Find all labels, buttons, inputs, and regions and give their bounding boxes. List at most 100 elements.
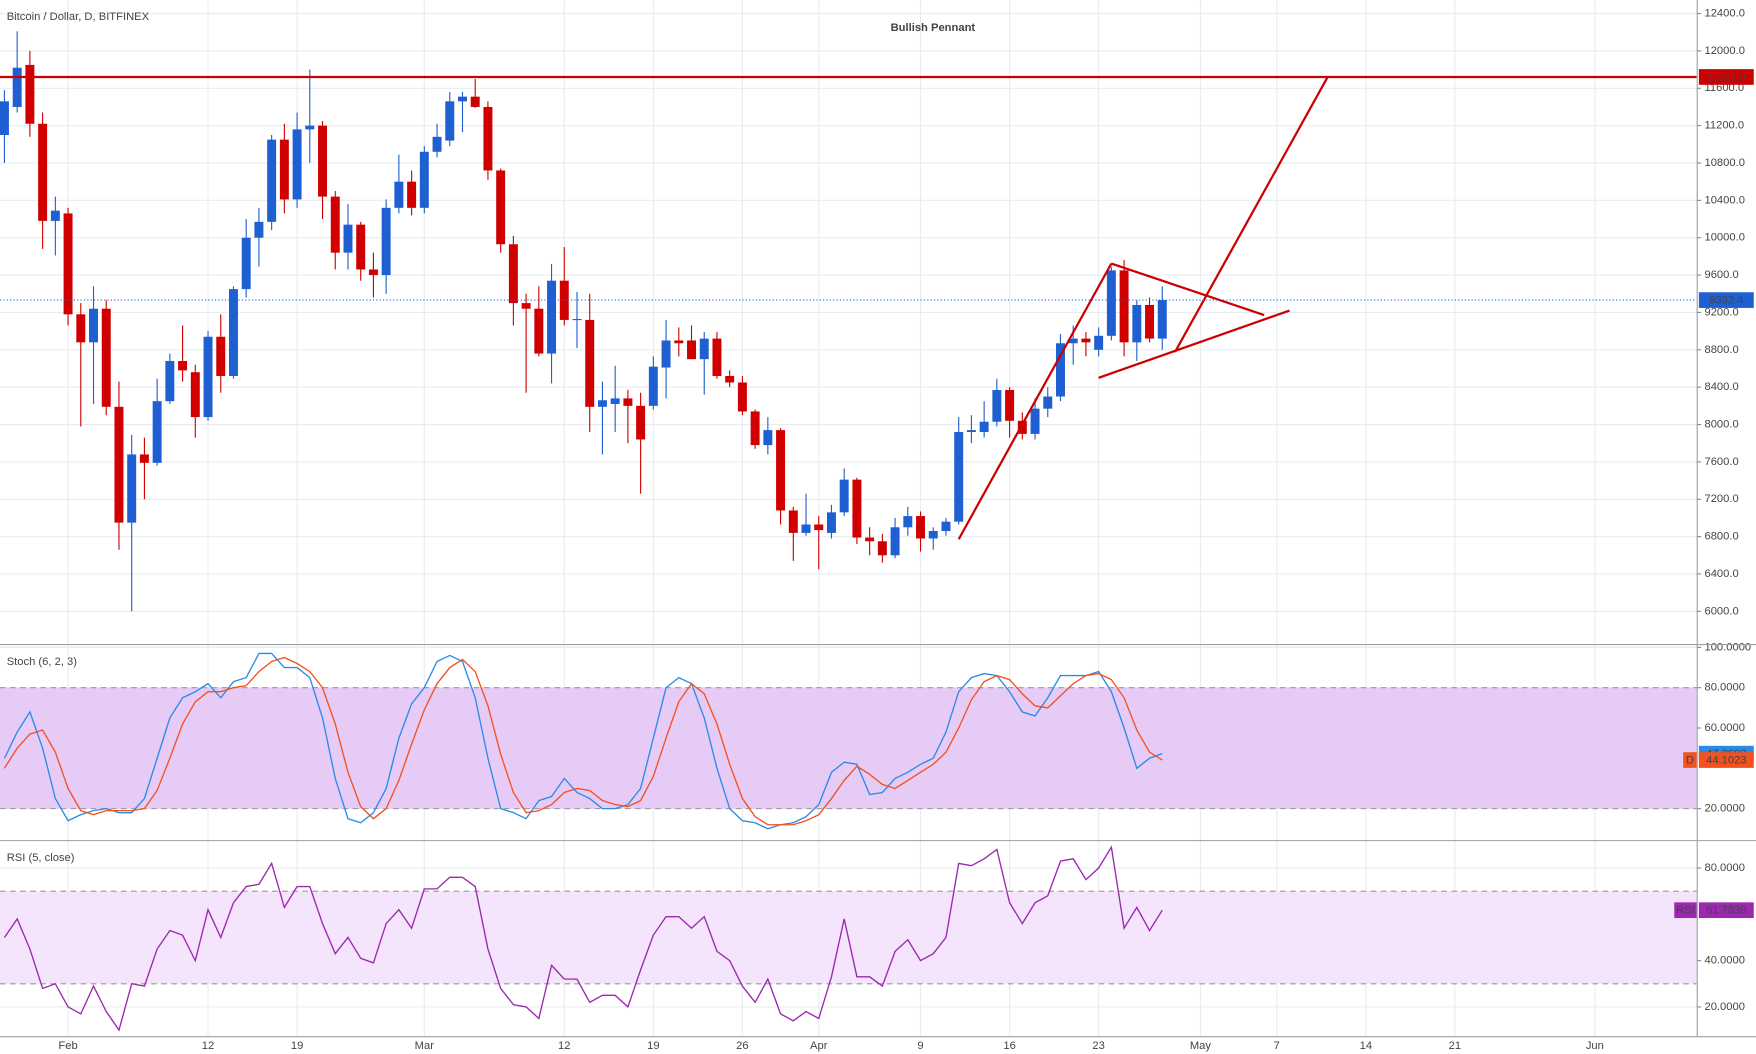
x-tick-label: Mar bbox=[415, 1040, 435, 1052]
price-tag-label: 11721.0 bbox=[1707, 71, 1747, 83]
candle-body bbox=[788, 510, 798, 533]
candle-body bbox=[152, 401, 162, 463]
candle-body bbox=[190, 372, 200, 418]
candle-body bbox=[521, 303, 531, 309]
candle-body bbox=[483, 106, 493, 171]
candle-body bbox=[241, 237, 251, 290]
x-tick-label: 26 bbox=[736, 1040, 748, 1052]
y-tick-label: 10000.0 bbox=[1704, 232, 1744, 244]
y-tick-label: 9600.0 bbox=[1704, 269, 1738, 281]
candle-body bbox=[839, 479, 849, 513]
candle-body bbox=[1094, 335, 1104, 350]
y-tick-label: 8400.0 bbox=[1704, 381, 1738, 393]
candle-body bbox=[801, 524, 811, 533]
x-tick-label: Apr bbox=[810, 1040, 828, 1052]
price-tag bbox=[1698, 752, 1754, 768]
candle-body bbox=[534, 308, 544, 354]
trend-line bbox=[1111, 262, 1265, 317]
candle-body bbox=[267, 139, 277, 222]
candle-body bbox=[1017, 420, 1027, 434]
candle-body bbox=[1056, 343, 1065, 397]
candle-body bbox=[1005, 389, 1015, 421]
y-tick-label: 6800.0 bbox=[1704, 531, 1738, 543]
candle-body bbox=[597, 400, 607, 407]
candle-body bbox=[25, 64, 35, 124]
series-line bbox=[3, 652, 1163, 830]
candle-body bbox=[699, 338, 709, 360]
candle-body bbox=[725, 375, 735, 383]
price-tag-label: 44.1023 bbox=[1706, 755, 1746, 767]
candle-body bbox=[966, 430, 976, 433]
y-tick-label: 40.0000 bbox=[1704, 955, 1744, 967]
price-tag-label: 61.7839 bbox=[1706, 905, 1746, 917]
candle-body bbox=[928, 531, 938, 539]
candle-body bbox=[254, 221, 264, 238]
candle-body bbox=[1030, 408, 1040, 434]
y-tick-label: 80.0000 bbox=[1704, 862, 1744, 874]
candle-body bbox=[585, 319, 595, 407]
series-tag bbox=[1683, 752, 1697, 768]
candle-body bbox=[381, 207, 391, 276]
candle-body bbox=[1106, 270, 1116, 336]
candle-body bbox=[661, 340, 671, 368]
y-tick-label: 11200.0 bbox=[1704, 120, 1744, 132]
candle-body bbox=[954, 432, 964, 522]
candle-body bbox=[1081, 338, 1091, 343]
x-tick-label: 7 bbox=[1274, 1040, 1280, 1052]
candle-body bbox=[38, 123, 48, 221]
price-tag bbox=[1698, 69, 1754, 85]
y-tick-label: 60.0000 bbox=[1704, 722, 1744, 734]
y-tick-label: 10400.0 bbox=[1704, 194, 1744, 206]
y-tick-label: 100.0000 bbox=[1704, 641, 1751, 653]
candle-body bbox=[0, 101, 9, 135]
x-tick-label: 23 bbox=[1092, 1040, 1104, 1052]
candle-body bbox=[877, 541, 887, 556]
series-line bbox=[3, 656, 1163, 826]
candle-body bbox=[127, 454, 137, 523]
y-tick-label: 6400.0 bbox=[1704, 568, 1738, 580]
candle-body bbox=[559, 280, 569, 320]
x-tick-label: 19 bbox=[647, 1040, 659, 1052]
candle-body bbox=[737, 382, 747, 412]
candle-body bbox=[992, 389, 1002, 422]
candle-body bbox=[648, 366, 658, 406]
series-tag-label: RSI bbox=[1676, 905, 1695, 917]
candle-body bbox=[12, 67, 22, 107]
candle-body bbox=[750, 411, 760, 446]
candle-body bbox=[496, 170, 506, 245]
candle-body bbox=[165, 361, 175, 402]
candle-body bbox=[89, 308, 98, 343]
candle-body bbox=[623, 398, 633, 406]
x-tick-label: Feb bbox=[58, 1040, 77, 1052]
candle-body bbox=[865, 537, 875, 542]
candle-body bbox=[712, 338, 722, 376]
candle-body bbox=[903, 516, 913, 528]
candle-body bbox=[279, 139, 289, 200]
candle-body bbox=[419, 151, 429, 208]
candle-body bbox=[330, 196, 340, 253]
x-tick-label: 21 bbox=[1449, 1040, 1461, 1052]
candle-body bbox=[610, 398, 620, 404]
candle-body bbox=[114, 406, 124, 523]
trend-line bbox=[1174, 76, 1329, 353]
y-tick-label: 6000.0 bbox=[1704, 605, 1738, 617]
candle-body bbox=[407, 181, 417, 208]
trend-line bbox=[1098, 309, 1290, 379]
candle-body bbox=[292, 129, 302, 200]
candle-body bbox=[636, 405, 646, 440]
candle-body bbox=[101, 308, 111, 407]
candle-body bbox=[228, 289, 238, 376]
candle-body bbox=[305, 125, 315, 130]
candle-body bbox=[890, 527, 900, 556]
x-tick-label: 16 bbox=[1003, 1040, 1015, 1052]
y-tick-label: 7200.0 bbox=[1704, 493, 1738, 505]
x-tick-label: 12 bbox=[202, 1040, 214, 1052]
candle-body bbox=[1157, 300, 1167, 339]
candle-body bbox=[826, 512, 836, 533]
x-tick-label: May bbox=[1190, 1040, 1212, 1052]
indicator-title: RSI (5, close) bbox=[7, 852, 75, 864]
candle-body bbox=[178, 361, 188, 371]
y-tick-label: 7600.0 bbox=[1704, 456, 1738, 468]
candle-body bbox=[216, 336, 226, 376]
